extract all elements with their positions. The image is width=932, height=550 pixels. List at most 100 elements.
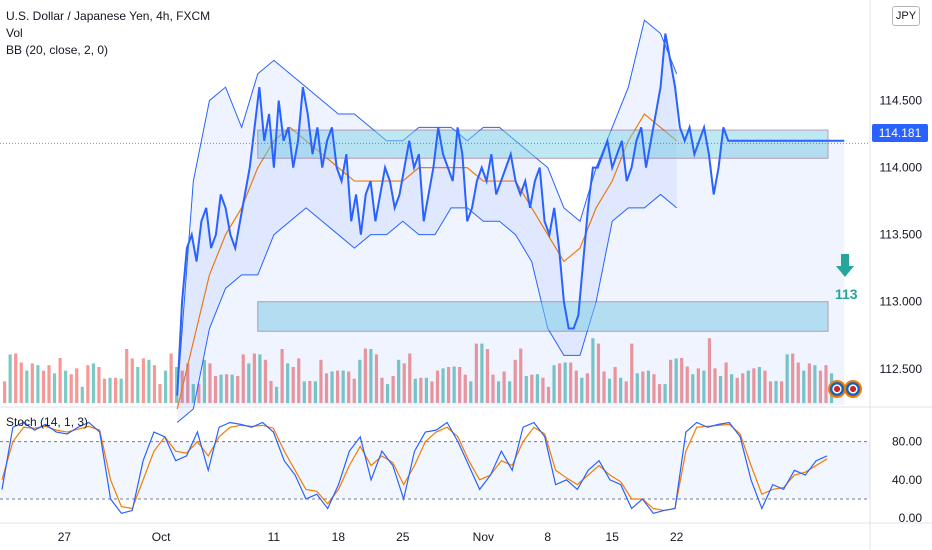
- stoch-d-line: [1, 423, 828, 512]
- volume-bar: [530, 374, 534, 403]
- volume-bar: [718, 376, 723, 403]
- volume-bar: [58, 358, 62, 403]
- volume-bar: [297, 358, 301, 403]
- volume-bar: [374, 354, 379, 403]
- volume-bar: [25, 370, 29, 403]
- volume-bar: [236, 376, 240, 403]
- volume-bar: [324, 373, 329, 403]
- volume-bar: [702, 370, 706, 403]
- volume-bar: [52, 373, 57, 403]
- volume-bar: [230, 374, 234, 403]
- volume-bar: [763, 370, 767, 403]
- time-tick-label: Oct: [152, 530, 171, 544]
- volume-bar: [619, 377, 623, 403]
- volume-bar: [768, 381, 773, 403]
- volume-bar: [319, 359, 323, 403]
- volume-bar: [308, 380, 312, 403]
- volume-bar: [757, 367, 761, 403]
- volume-legend[interactable]: Vol: [6, 26, 23, 40]
- price-tick-label: 113.000: [880, 295, 923, 309]
- volume-bar: [813, 365, 817, 403]
- us-flag-icon[interactable]: [844, 380, 862, 398]
- volume-bar: [86, 365, 90, 403]
- volume-bar: [352, 378, 356, 403]
- volume-bar: [685, 366, 689, 403]
- volume-bar: [624, 381, 628, 403]
- symbol-legend[interactable]: U.S. Dollar / Japanese Yen, 4h, FXCM: [6, 9, 211, 23]
- volume-bar: [391, 376, 395, 403]
- volume-bar: [469, 381, 473, 403]
- volume-bar: [680, 358, 684, 403]
- volume-bar: [402, 363, 406, 403]
- volume-bar: [746, 370, 750, 403]
- volume-bar: [125, 349, 129, 403]
- stoch-tick-label: 80.00: [892, 435, 922, 449]
- volume-bar: [563, 362, 567, 403]
- volume-bar: [225, 374, 229, 403]
- target-label: 113: [835, 286, 858, 302]
- volume-bar: [652, 374, 656, 403]
- volume-bar: [64, 370, 68, 403]
- volume-bar: [713, 368, 717, 403]
- volume-bar: [102, 378, 107, 403]
- volume-bar: [397, 359, 401, 403]
- volume-bar: [480, 343, 484, 403]
- support-resistance-zone: [257, 301, 829, 332]
- volume-bar: [14, 353, 18, 403]
- volume-bar: [197, 384, 201, 403]
- volume-bar: [3, 381, 7, 403]
- volume-bar: [574, 370, 578, 403]
- volume-bar: [663, 384, 667, 403]
- volume-bar: [191, 384, 195, 403]
- volume-bar: [330, 371, 334, 403]
- volume-bar: [247, 363, 251, 403]
- volume-bar: [635, 373, 639, 403]
- volume-bar: [158, 384, 162, 403]
- volume-bar: [447, 367, 451, 403]
- volume-bar: [696, 368, 700, 403]
- volume-bar: [280, 349, 284, 403]
- volume-bar: [674, 358, 678, 403]
- volume-bar: [336, 370, 340, 403]
- volume-bar: [241, 354, 245, 403]
- volume-bar: [202, 359, 206, 403]
- volume-bar: [496, 381, 501, 403]
- volume-bar: [580, 377, 584, 403]
- volume-bar: [80, 386, 84, 403]
- volume-bar: [413, 378, 417, 403]
- volume-bar: [463, 374, 467, 403]
- volume-bar: [130, 358, 134, 403]
- volume-bar: [524, 376, 528, 403]
- volume-bar: [513, 359, 517, 403]
- volume-bar: [535, 374, 539, 403]
- volume-bar: [630, 343, 634, 403]
- volume-bar: [780, 381, 784, 403]
- volume-bar: [419, 377, 423, 403]
- volume-bar: [75, 368, 79, 403]
- stoch-legend[interactable]: Stoch (14, 1, 3): [6, 415, 89, 429]
- volume-bar: [313, 381, 317, 403]
- volume-bar: [114, 377, 118, 403]
- volume-bar: [657, 384, 662, 403]
- volume-bar: [8, 354, 12, 403]
- stoch-tick-label: 40.00: [892, 473, 922, 487]
- volume-bar: [97, 367, 101, 403]
- volume-bar: [369, 349, 373, 403]
- volume-bar: [302, 381, 306, 403]
- volume-bar: [730, 374, 734, 403]
- volume-bar: [591, 338, 595, 403]
- time-tick-label: 22: [670, 530, 684, 544]
- current-price-label: 114.181: [872, 124, 928, 142]
- price-tick-label: 113.500: [880, 228, 923, 242]
- volume-bar: [385, 384, 390, 403]
- volume-bar: [269, 380, 273, 403]
- volume-bar: [141, 358, 145, 403]
- volume-bar: [796, 362, 800, 403]
- bb-upper-line: [176, 19, 678, 396]
- bb-legend[interactable]: BB (20, close, 2, 0): [6, 43, 109, 57]
- volume-bar: [735, 377, 739, 403]
- volume-bar: [274, 386, 279, 403]
- down-arrow-icon: [836, 254, 854, 277]
- currency-button[interactable]: JPY: [892, 6, 920, 26]
